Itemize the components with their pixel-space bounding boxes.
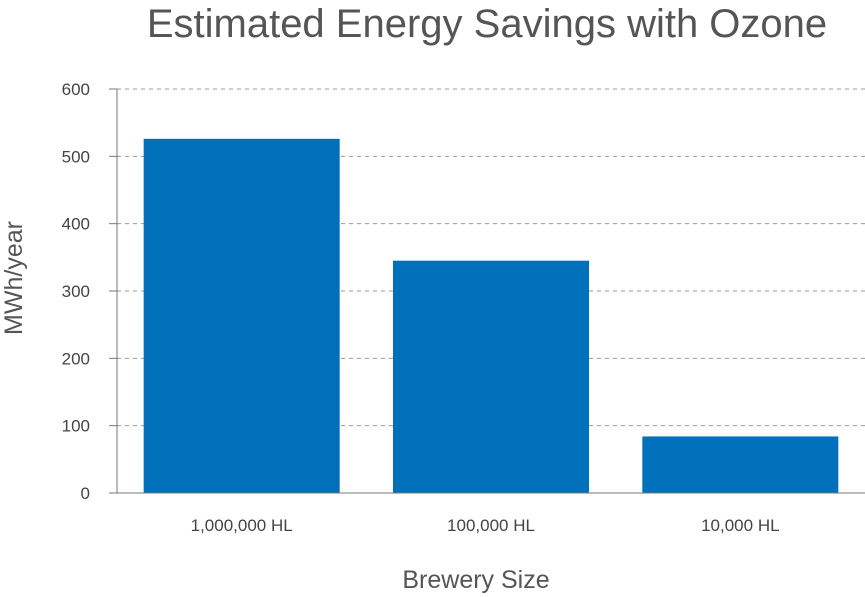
bar-1 [393, 260, 589, 493]
y-tick-label-0: 0 [81, 484, 90, 503]
axes [109, 88, 865, 494]
y-tick-label-300: 300 [62, 282, 90, 301]
y-tick-labels: 0 100 200 300 400 500 600 [62, 80, 90, 503]
y-tick-label-100: 100 [62, 417, 90, 436]
y-tick-label-600: 600 [62, 80, 90, 99]
y-axis-title: MWh/year [0, 221, 28, 335]
y-tick-label-500: 500 [62, 147, 90, 166]
x-tick-labels: 1,000,000 HL 100,000 HL 10,000 HL [191, 516, 780, 535]
bars [143, 138, 839, 493]
x-tick-label-0: 1,000,000 HL [191, 516, 293, 535]
bar-0 [143, 138, 340, 493]
y-tick-label-400: 400 [62, 215, 90, 234]
chart-title: Estimated Energy Savings with Ozone [147, 2, 827, 46]
x-axis-title: Brewery Size [402, 566, 549, 594]
bar-2 [642, 436, 839, 493]
x-tick-label-1: 100,000 HL [447, 516, 535, 535]
y-tick-label-200: 200 [62, 349, 90, 368]
x-tick-label-2: 10,000 HL [701, 516, 779, 535]
